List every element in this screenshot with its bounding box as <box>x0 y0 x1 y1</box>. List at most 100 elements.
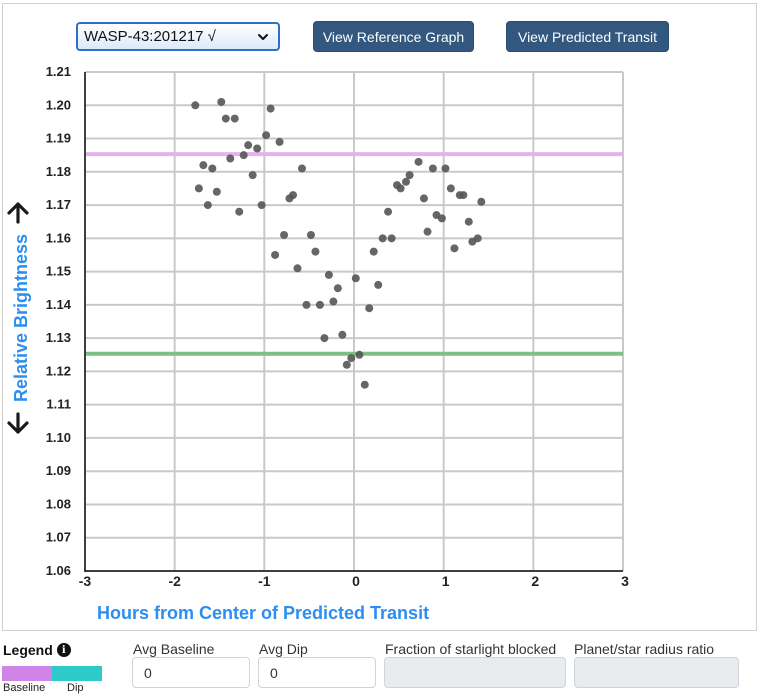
data-point <box>199 161 208 170</box>
y-tick-label: 1.15 <box>46 264 71 279</box>
data-point <box>405 171 414 180</box>
data-point <box>402 177 411 186</box>
data-point <box>333 284 342 293</box>
chart-panel <box>2 3 757 631</box>
x-tick-label: -2 <box>168 573 181 589</box>
fraction-blocked-label: Fraction of starlight blocked <box>385 641 557 657</box>
data-point <box>396 184 405 193</box>
y-tick-label: 1.08 <box>46 496 71 511</box>
data-point <box>423 227 432 236</box>
y-tick-label: 1.07 <box>46 530 71 545</box>
data-point <box>235 207 244 216</box>
legend-label-dip: Dip <box>67 682 84 694</box>
x-tick-label: -1 <box>258 573 271 589</box>
data-point <box>275 137 284 146</box>
legend-swatch-dip <box>52 666 102 681</box>
y-tick-label: 1.09 <box>46 463 71 478</box>
data-point <box>248 171 257 180</box>
data-point <box>459 191 468 200</box>
fraction-blocked-input <box>384 657 566 688</box>
y-axis-label: Relative Brightness <box>3 200 33 440</box>
data-point <box>217 97 226 106</box>
x-tick-label: 3 <box>621 573 629 589</box>
legend-swatch-baseline <box>2 666 52 681</box>
data-point <box>419 194 428 203</box>
data-point <box>311 247 320 256</box>
data-point <box>302 300 311 309</box>
data-point <box>239 151 248 160</box>
data-point <box>208 164 217 173</box>
data-point <box>387 234 396 243</box>
data-point <box>450 244 459 253</box>
data-point <box>257 201 266 210</box>
data-point <box>221 114 230 123</box>
y-tick-label: 1.16 <box>46 230 71 245</box>
data-point <box>347 354 356 363</box>
view-reference-graph-button[interactable]: View Reference Graph <box>313 21 474 52</box>
y-tick-label: 1.18 <box>46 164 71 179</box>
data-point <box>293 264 302 273</box>
data-points <box>191 97 486 389</box>
scatter-plot[interactable]: 1.21 1.20 1.19 1.18 1.17 1.16 1.15 1.14 1.13 1.12… <box>0 0 761 630</box>
x-axis-label: Hours from Center of Predicted Transit <box>97 603 430 623</box>
up-arrow-icon <box>7 202 29 224</box>
data-point <box>280 231 289 240</box>
data-point <box>297 164 306 173</box>
y-tick-label: 1.12 <box>46 363 71 378</box>
avg-baseline-input[interactable] <box>132 657 250 688</box>
data-point <box>262 131 271 140</box>
chart-axes <box>84 72 623 572</box>
data-point <box>369 247 378 256</box>
data-point <box>191 101 200 110</box>
dataset-select[interactable]: WASP-43:201217 √ <box>76 22 280 51</box>
radius-ratio-input <box>574 657 739 688</box>
legend-title-text: Legend <box>3 642 53 658</box>
data-point <box>428 164 437 173</box>
data-point <box>342 360 351 369</box>
y-tick-label: 1.20 <box>46 97 71 112</box>
info-circle-icon[interactable]: i <box>56 643 71 657</box>
reference-lines <box>85 152 623 356</box>
data-point <box>212 187 221 196</box>
data-point <box>477 197 486 206</box>
y-tick-label: 1.17 <box>46 197 71 212</box>
data-point <box>464 217 473 226</box>
data-point <box>320 334 329 343</box>
radius-ratio-label: Planet/star radius ratio <box>574 641 715 657</box>
x-tick-label: 2 <box>531 573 539 589</box>
data-point <box>414 157 423 166</box>
y-tick-label: 1.11 <box>46 397 71 412</box>
data-point <box>365 304 374 313</box>
data-point <box>315 300 324 309</box>
y-tick-label: 1.13 <box>46 330 71 345</box>
x-axis-ticks: -3 -2 -1 0 1 2 3 <box>79 573 629 589</box>
data-point <box>360 380 369 389</box>
avg-dip-label: Avg Dip <box>259 641 308 657</box>
y-tick-label: 1.19 <box>46 131 71 146</box>
data-point <box>289 191 298 200</box>
avg-dip-input[interactable] <box>258 657 376 688</box>
data-point <box>446 184 455 193</box>
data-point <box>384 207 393 216</box>
y-axis-label-text: Relative Brightness <box>11 234 31 402</box>
view-predicted-transit-button[interactable]: View Predicted Transit <box>506 21 669 52</box>
data-point <box>351 274 360 283</box>
data-point <box>253 144 262 153</box>
data-point <box>324 270 333 279</box>
y-tick-label: 1.21 <box>46 64 71 79</box>
legend-title: Legend i <box>3 642 71 658</box>
data-point <box>226 154 235 163</box>
data-point <box>441 164 450 173</box>
avg-baseline-label: Avg Baseline <box>133 641 215 657</box>
chart-grid <box>84 71 624 572</box>
data-point <box>378 234 387 243</box>
y-axis-ticks: 1.21 1.20 1.19 1.18 1.17 1.16 1.15 1.14 1.13 1.12… <box>46 64 72 578</box>
data-point <box>230 114 239 123</box>
data-point <box>306 231 315 240</box>
data-point <box>271 250 280 259</box>
y-tick-label: 1.06 <box>46 563 71 578</box>
data-point <box>203 201 212 210</box>
y-tick-label: 1.14 <box>46 297 72 312</box>
data-point <box>338 330 347 339</box>
x-tick-label: 1 <box>442 573 450 589</box>
